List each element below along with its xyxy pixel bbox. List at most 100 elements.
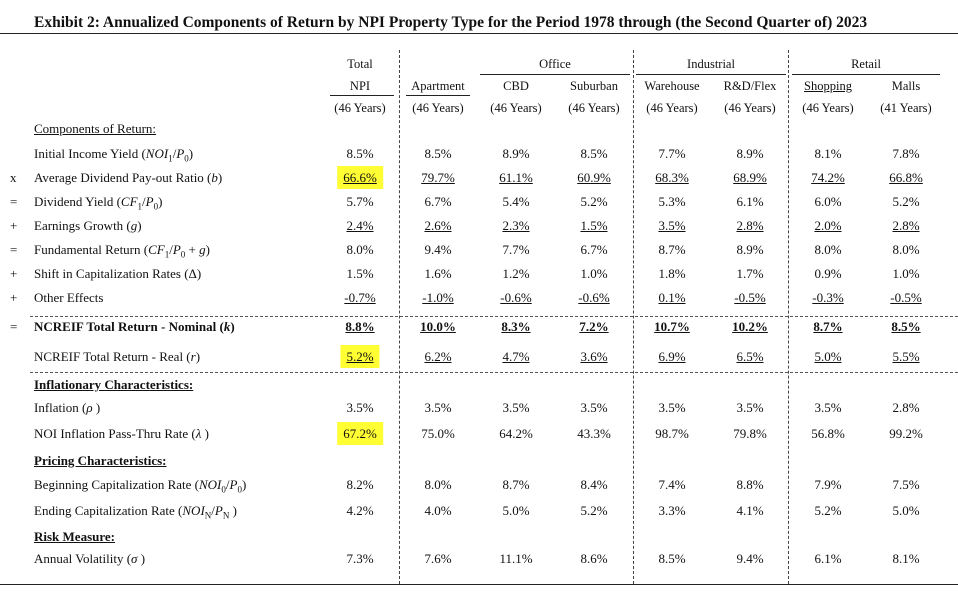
table-cell: 10.2% (732, 319, 768, 334)
table-cell: 66.8% (889, 170, 923, 185)
col-cbd-name: CBD (503, 79, 529, 93)
table-cell: 4.2% (346, 503, 374, 518)
table-cell: 5.2% (814, 503, 842, 518)
table-cell: 6.1% (814, 551, 842, 566)
table-cell: 7.9% (814, 477, 842, 492)
table-cell: 3.5% (658, 218, 686, 233)
table-cell: 1.7% (736, 266, 764, 281)
group-industrial: Industrial (687, 57, 735, 71)
table-cell: 1.6% (424, 266, 452, 281)
table-cell: 5.0% (502, 503, 530, 518)
table-cell: 6.1% (736, 194, 764, 209)
table-cell: 1.8% (658, 266, 686, 281)
section-components: Components of Return: (34, 121, 157, 136)
table-cell: 8.9% (736, 146, 764, 161)
table-cell: 4.0% (424, 503, 452, 518)
col-apartment-years: (46 Years) (412, 101, 464, 115)
row-label: Annual Volatility (σ ) (34, 551, 146, 566)
table-cell: 7.5% (892, 477, 920, 492)
row-separator (30, 372, 958, 373)
table-cell: 60.9% (577, 170, 611, 185)
col-warehouse-name: Warehouse (644, 79, 700, 93)
col-shopping-years: (46 Years) (802, 101, 854, 115)
row-operator: + (10, 290, 18, 305)
col-npi-name: NPI (349, 79, 371, 93)
industrial-underline (636, 74, 786, 75)
row-label: NCREIF Total Return - Real (r) (34, 349, 201, 364)
col-malls-years: (41 Years) (880, 101, 932, 115)
table-cell: 4.7% (502, 349, 530, 364)
table-cell: 8.8% (736, 477, 764, 492)
table-cell: 5.2% (340, 345, 380, 368)
table-cell: 4.1% (736, 503, 764, 518)
row-separator (30, 316, 958, 317)
table-cell: 2.0% (814, 218, 842, 233)
table-cell: 3.5% (658, 400, 686, 415)
table-cell: 8.6% (580, 551, 608, 566)
table-cell: 1.5% (346, 266, 374, 281)
row-operator: = (10, 242, 18, 257)
table-cell: 6.7% (424, 194, 452, 209)
office-underline (480, 74, 630, 75)
table-cell: 3.5% (580, 400, 608, 415)
section-inflationary: Inflationary Characteristics: (34, 377, 194, 392)
table-cell: 8.0% (424, 477, 452, 492)
col-npi-years: (46 Years) (334, 101, 386, 115)
table-cell: 75.0% (421, 426, 455, 441)
table-cell: 7.7% (502, 242, 530, 257)
top-rule (0, 33, 958, 34)
row-operator: + (10, 266, 18, 281)
table-cell: 8.0% (346, 242, 374, 257)
table-cell: 7.4% (658, 477, 686, 492)
table-cell: 3.5% (346, 400, 374, 415)
table-cell: 1.0% (892, 266, 920, 281)
table-cell: 8.5% (658, 551, 686, 566)
table-cell: 8.1% (892, 551, 920, 566)
table-cell: 8.9% (736, 242, 764, 257)
table-cell: 8.9% (502, 146, 530, 161)
col-suburban-years: (46 Years) (568, 101, 620, 115)
table-cell: 9.4% (424, 242, 452, 257)
table-cell: 2.6% (424, 218, 452, 233)
table-cell: -0.3% (812, 290, 844, 305)
table-cell: 56.8% (811, 426, 845, 441)
table-cell: 5.5% (892, 349, 920, 364)
col-separator (633, 50, 634, 584)
col-separator (788, 50, 789, 584)
table-cell: 1.2% (502, 266, 530, 281)
table-cell: 8.5% (891, 319, 921, 334)
row-label: Other Effects (34, 290, 104, 305)
row-label: Shift in Capitalization Rates (Δ) (34, 266, 202, 281)
table-cell: 8.5% (346, 146, 374, 161)
table-cell: 66.6% (337, 166, 383, 189)
table-cell: 98.7% (655, 426, 689, 441)
bottom-rule (0, 584, 958, 585)
row-label: Dividend Yield (CF1/P0) (34, 194, 163, 212)
table-cell: 8.8% (345, 319, 375, 334)
table-cell: 67.2% (337, 422, 383, 445)
row-label: Inflation (ρ ) (34, 400, 101, 415)
table-cell: 5.4% (502, 194, 530, 209)
table-cell: 8.5% (424, 146, 452, 161)
table-cell: 5.0% (814, 349, 842, 364)
table-cell: 6.7% (580, 242, 608, 257)
table-cell: 74.2% (811, 170, 845, 185)
retail-underline (792, 74, 940, 75)
col-shopping-name: Shopping (804, 79, 852, 93)
col-npi-line1: Total (347, 57, 373, 71)
row-label: Ending Capitalization Rate (NOIN/PN ) (34, 503, 237, 521)
table-cell: 5.0% (892, 503, 920, 518)
table-cell: 7.3% (346, 551, 374, 566)
table-cell: 1.0% (580, 266, 608, 281)
col-malls-name: Malls (891, 79, 921, 93)
row-label: Beginning Capitalization Rate (NOI0/P0) (34, 477, 247, 495)
table-cell: 2.4% (346, 218, 374, 233)
table-cell: 6.5% (736, 349, 764, 364)
table-cell: 1.5% (580, 218, 608, 233)
table-cell: -0.7% (344, 290, 376, 305)
table-cell: 10.7% (654, 319, 690, 334)
table-cell: 8.5% (580, 146, 608, 161)
group-office: Office (539, 57, 571, 71)
table-cell: 79.7% (421, 170, 455, 185)
col-warehouse-years: (46 Years) (646, 101, 698, 115)
